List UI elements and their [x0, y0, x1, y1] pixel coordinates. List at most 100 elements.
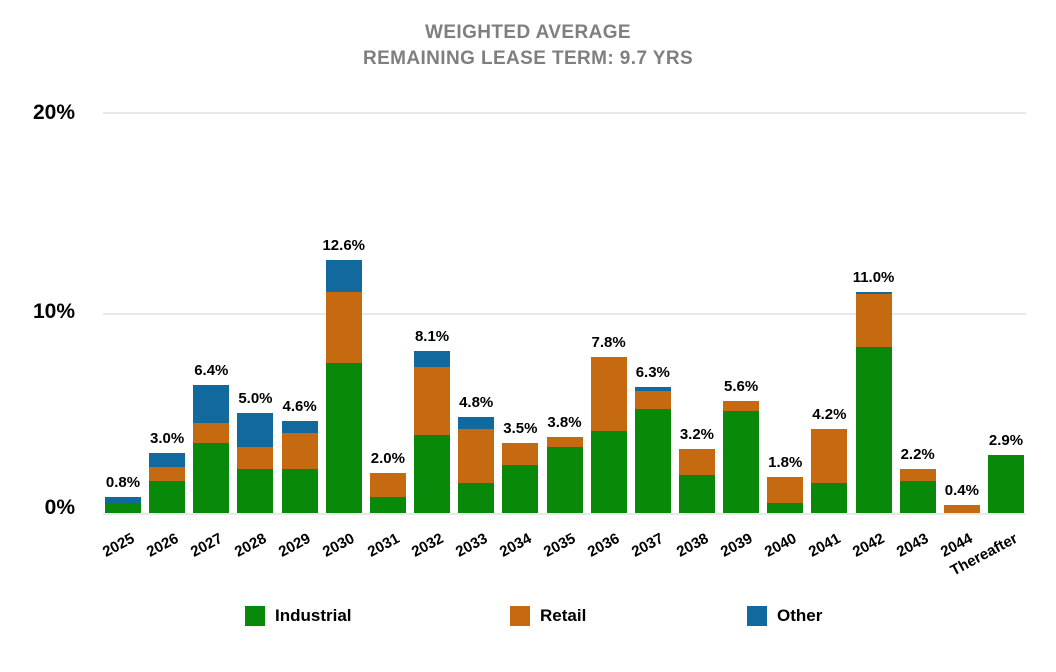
total-label-2033: 4.8%	[459, 393, 494, 411]
bar-segment-retail-2037	[634, 390, 671, 409]
x-axis-label-2034: 2034	[496, 529, 535, 561]
bar-2025: 0.8%	[105, 474, 141, 513]
bar-2037: 6.3%	[634, 364, 671, 513]
bar-segment-industrial-2026	[149, 480, 186, 513]
legend-swatch-retail	[510, 606, 530, 626]
bar-segment-industrial-2040	[767, 502, 804, 513]
total-label-2039: 5.6%	[723, 377, 759, 395]
total-label-2044: 0.4%	[944, 481, 979, 499]
plot-area: 0.8% 3.0% 6.4% 5.0% 4.6% 12.6% 2.0% 8.1% 4.8% 3.5…	[103, 112, 1026, 515]
bar-2043: 2.2%	[899, 446, 936, 513]
x-axis-label-2026: 2026	[143, 529, 182, 561]
bar-2041: 4.2%	[811, 406, 848, 513]
total-label-2040: 1.8%	[768, 453, 803, 471]
bar-segment-industrial-2036	[590, 430, 627, 513]
bar-2039: 5.6%	[723, 378, 760, 513]
bar-segment-retail-2041	[811, 428, 848, 483]
legend-swatch-other	[747, 606, 767, 626]
x-axis-label-2041: 2041	[805, 529, 844, 561]
bar-2032: 8.1%	[414, 328, 451, 513]
bar-segment-retail-2044	[943, 504, 980, 513]
bar-2034: 3.5%	[502, 420, 539, 513]
total-label-Thereafter: 2.9%	[988, 431, 1024, 449]
bar-2029: 4.6%	[281, 398, 318, 513]
total-label-2038: 3.2%	[679, 425, 715, 443]
x-axis-label-2030: 2030	[320, 529, 358, 561]
x-axis-label-2043: 2043	[894, 529, 932, 561]
bar-segment-retail-2039	[723, 400, 760, 411]
bar-segment-industrial-2038	[678, 474, 715, 513]
x-axis-label-2037: 2037	[629, 529, 667, 561]
bar-segment-retail-2031	[369, 472, 406, 497]
y-axis-tick-10pct: 10%	[32, 300, 75, 323]
bar-segment-industrial-2037	[634, 408, 671, 513]
total-label-2031: 2.0%	[370, 449, 405, 467]
bar-segment-industrial-2043	[899, 480, 936, 513]
y-axis-tick-20pct: 20%	[32, 101, 75, 124]
bar-segment-industrial-2031	[369, 496, 406, 513]
bar-segment-industrial-2042	[855, 346, 892, 513]
total-label-2035: 3.8%	[547, 413, 582, 431]
y-axis-tick-0pct: 0%	[44, 496, 75, 519]
x-axis-label-2038: 2038	[673, 529, 711, 561]
bar-segment-other-2042	[855, 292, 892, 295]
bar-2042: 11.0%	[853, 269, 894, 513]
bar-segment-industrial-2030	[325, 362, 362, 513]
x-axis-label-2035: 2035	[541, 529, 579, 561]
x-axis-label-2036: 2036	[585, 529, 623, 561]
legend-label-industrial: Industrial	[275, 606, 352, 625]
x-axis-label-2042: 2042	[850, 529, 888, 561]
legend-label-other: Other	[777, 606, 823, 625]
total-label-2034: 3.5%	[503, 419, 538, 437]
bar-2035: 3.8%	[546, 414, 583, 513]
x-axis-label-2029: 2029	[276, 529, 314, 561]
bar-segment-retail-2030	[325, 292, 362, 363]
legend-swatch-industrial	[245, 606, 265, 626]
bar-segment-retail-2036	[590, 356, 627, 431]
bar-segment-industrial-2029	[281, 468, 318, 513]
bar-2027: 6.4%	[193, 362, 230, 513]
bar-segment-industrial-2035	[546, 446, 583, 513]
x-axis-label-2031: 2031	[364, 529, 402, 561]
bar-segment-retail-2032	[414, 366, 451, 435]
chart-title-line2: REMAINING LEASE TERM: 9.7 YRS	[362, 48, 694, 69]
bar-segment-industrial-2033	[458, 482, 495, 513]
legend-label-retail: Retail	[540, 606, 587, 625]
bar-segment-retail-2038	[678, 448, 715, 475]
bar-segment-retail-2029	[281, 432, 318, 469]
bar-segment-other-2026	[149, 452, 186, 467]
bar-segment-other-2025	[105, 496, 141, 503]
total-label-2032: 8.1%	[414, 327, 450, 345]
total-label-2036: 7.8%	[591, 333, 626, 351]
bar-2026: 3.0%	[149, 430, 186, 513]
total-label-2043: 2.2%	[900, 445, 935, 463]
bar-segment-retail-2028	[237, 446, 274, 469]
bar-segment-retail-2027	[193, 422, 230, 443]
x-axis-label-2027: 2027	[187, 529, 226, 561]
bar-segment-other-2028	[237, 412, 274, 447]
bar-segment-industrial-2032	[414, 434, 451, 513]
bar-segment-retail-2026	[149, 466, 186, 481]
total-label-2027: 6.4%	[194, 361, 229, 379]
gridline-0pct	[103, 513, 1026, 515]
bar-segment-retail-2040	[767, 476, 804, 503]
bar-segment-other-2033	[458, 416, 495, 429]
bar-segment-retail-2035	[546, 436, 583, 447]
bar-segment-other-2029	[281, 420, 318, 433]
x-axis-label-2033: 2033	[452, 529, 491, 561]
legend-item-retail: Retail	[510, 606, 586, 626]
bar-2044: 0.4%	[943, 482, 980, 513]
legend-item-other: Other	[747, 606, 822, 626]
bar-segment-retail-2043	[899, 468, 936, 481]
x-axis-label-2040: 2040	[761, 529, 800, 561]
bar-2040: 1.8%	[767, 454, 804, 513]
total-label-2042: 11.0%	[852, 269, 895, 287]
bar-segment-other-2037	[634, 386, 671, 391]
x-axis-label-2032: 2032	[408, 529, 447, 561]
bar-2031: 2.0%	[369, 450, 406, 513]
x-axis-label-2028: 2028	[232, 529, 270, 561]
total-label-2029: 4.6%	[282, 397, 317, 415]
chart-title: WEIGHTED AVERAGE REMAINING LEASE TERM: 9…	[0, 20, 1056, 72]
total-label-2028: 5.0%	[238, 389, 273, 407]
